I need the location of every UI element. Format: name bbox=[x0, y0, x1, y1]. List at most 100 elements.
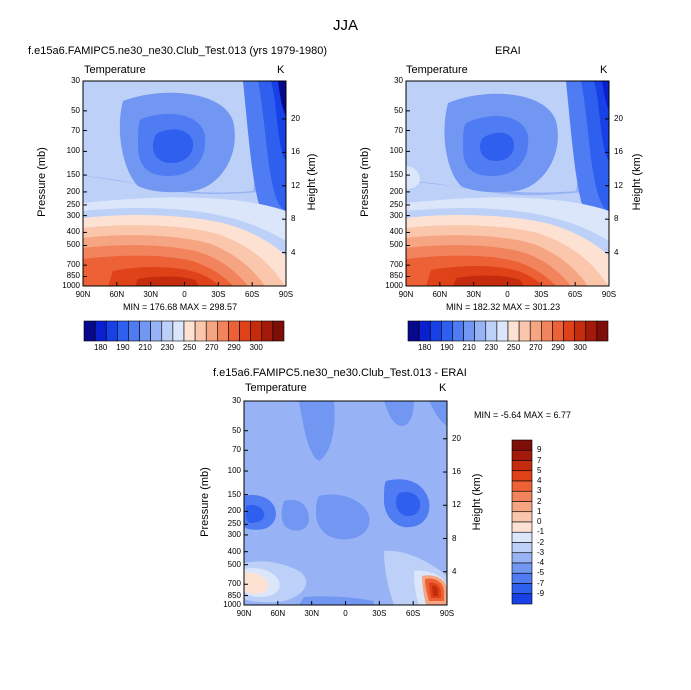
panel3-band-pos-5 bbox=[432, 585, 438, 596]
colorbar-swatch bbox=[128, 320, 140, 342]
y-tick-label: 100 bbox=[389, 146, 403, 156]
x-tick-label: 60N bbox=[109, 290, 125, 299]
panel1-band-vortex-core bbox=[153, 129, 194, 163]
colorbar-swatch bbox=[511, 449, 533, 461]
x-tick-label: 0 bbox=[343, 609, 348, 618]
panel1-colorbar bbox=[83, 320, 285, 342]
x-tick-label: 90S bbox=[601, 290, 617, 299]
colorbar-label: 250 bbox=[506, 343, 521, 352]
colorbar-swatch bbox=[511, 501, 533, 513]
colorbar-swatch bbox=[511, 531, 533, 543]
panel1-ticks bbox=[82, 80, 287, 287]
colorbar-label: -9 bbox=[537, 588, 545, 598]
y-tick-label: 30 bbox=[394, 76, 403, 85]
figure-title: JJA bbox=[333, 17, 359, 34]
panel2-stats: MIN = 182.32 MAX = 301.23 bbox=[446, 302, 561, 312]
colorbar-swatch bbox=[511, 460, 533, 472]
y-tick-label: 150 bbox=[227, 489, 241, 499]
colorbar-swatch bbox=[511, 542, 533, 554]
y2-tick-label: 12 bbox=[614, 180, 623, 190]
colorbar-swatch bbox=[205, 320, 218, 342]
panel3-band-neg-2 bbox=[384, 401, 414, 426]
colorbar-swatch bbox=[429, 320, 442, 342]
colorbar-label: 3 bbox=[537, 486, 542, 496]
x-tick-label: 90S bbox=[278, 290, 294, 299]
y-tick-label: 70 bbox=[394, 125, 403, 135]
colorbar-swatch bbox=[511, 470, 533, 482]
panel1-units-label: K bbox=[277, 64, 285, 76]
panel2-colorbar bbox=[407, 320, 609, 342]
y-tick-label: 50 bbox=[71, 105, 80, 115]
colorbar-swatch bbox=[563, 320, 575, 342]
colorbar-label: 230 bbox=[160, 343, 174, 352]
x-tick-label: 30S bbox=[534, 290, 549, 299]
x-tick-label: 30N bbox=[143, 290, 158, 299]
panel1-variable-label: Temperature bbox=[84, 64, 146, 76]
colorbar-label: 300 bbox=[573, 343, 587, 352]
y-tick-label: 100 bbox=[66, 146, 80, 156]
colorbar-swatch bbox=[418, 320, 431, 342]
y-tick-label: 400 bbox=[227, 546, 241, 556]
colorbar-swatch bbox=[172, 320, 185, 342]
colorbar-label: 270 bbox=[529, 343, 543, 352]
y-tick-label: 1000 bbox=[385, 281, 403, 290]
colorbar-swatch bbox=[511, 572, 533, 584]
y2-tick-label: 12 bbox=[452, 500, 461, 510]
x-tick-label: 30N bbox=[466, 290, 481, 299]
y-tick-label: 700 bbox=[66, 260, 80, 270]
colorbar-swatch bbox=[552, 320, 564, 342]
colorbar-label: -5 bbox=[537, 568, 545, 578]
colorbar-label: 1 bbox=[537, 506, 542, 516]
colorbar-label: 290 bbox=[227, 343, 241, 352]
y-tick-label: 850 bbox=[66, 271, 80, 281]
y2-tick-label: 20 bbox=[614, 113, 623, 123]
y-tick-label: 850 bbox=[227, 590, 241, 600]
colorbar-swatch bbox=[139, 320, 151, 342]
colorbar-label: -1 bbox=[537, 527, 545, 537]
y-tick-label: 700 bbox=[389, 260, 403, 270]
y-tick-label: 30 bbox=[232, 396, 241, 405]
colorbar-swatch bbox=[183, 320, 196, 342]
colorbar-swatch bbox=[511, 583, 533, 595]
y2-tick-label: 4 bbox=[614, 247, 619, 257]
y-tick-label: 50 bbox=[232, 425, 241, 435]
colorbar-label: 210 bbox=[462, 343, 476, 352]
colorbar-swatch bbox=[511, 439, 533, 451]
y2-tick-label: 8 bbox=[291, 214, 296, 224]
panel1-band-transition bbox=[83, 197, 286, 241]
colorbar-swatch bbox=[228, 320, 240, 342]
panel2-band-transition bbox=[406, 197, 609, 241]
panel3-contour-field bbox=[244, 401, 447, 605]
colorbar-label: -3 bbox=[537, 547, 545, 557]
colorbar-label: 9 bbox=[537, 445, 542, 455]
x-tick-label: 60S bbox=[406, 609, 421, 618]
x-tick-label: 60S bbox=[245, 290, 260, 299]
y-tick-label: 150 bbox=[389, 170, 403, 180]
panel3-band-neg-1 bbox=[299, 401, 335, 461]
y-tick-label: 1000 bbox=[223, 600, 241, 609]
y2-tick-label: 4 bbox=[291, 247, 296, 257]
panel2-contour-field bbox=[406, 81, 609, 286]
panel3-band-pos-1 bbox=[244, 572, 269, 594]
colorbar-swatch bbox=[541, 320, 553, 342]
y-tick-label: 300 bbox=[389, 210, 403, 220]
colorbar-label: 190 bbox=[440, 343, 454, 352]
colorbar-label: 4 bbox=[537, 476, 542, 485]
colorbar-swatch bbox=[507, 320, 520, 342]
colorbar-label: 5 bbox=[537, 465, 542, 475]
colorbar-label: 230 bbox=[484, 343, 498, 352]
y-tick-label: 300 bbox=[227, 529, 241, 539]
panel3-ticks bbox=[243, 400, 448, 606]
colorbar-swatch bbox=[105, 320, 118, 342]
panel2-band-polar-3 bbox=[594, 81, 609, 161]
colorbar-label: 180 bbox=[93, 343, 108, 352]
colorbar-swatch bbox=[511, 552, 533, 564]
y-tick-label: 30 bbox=[71, 76, 80, 85]
y-tick-label: 250 bbox=[66, 199, 80, 209]
y-tick-label: 200 bbox=[389, 186, 403, 196]
panel2-title: ERAI bbox=[495, 45, 521, 57]
panel3-plot bbox=[243, 400, 448, 606]
y-tick-label: 850 bbox=[389, 271, 403, 281]
y-tick-label: 700 bbox=[227, 579, 241, 589]
colorbar-swatch bbox=[518, 320, 531, 342]
